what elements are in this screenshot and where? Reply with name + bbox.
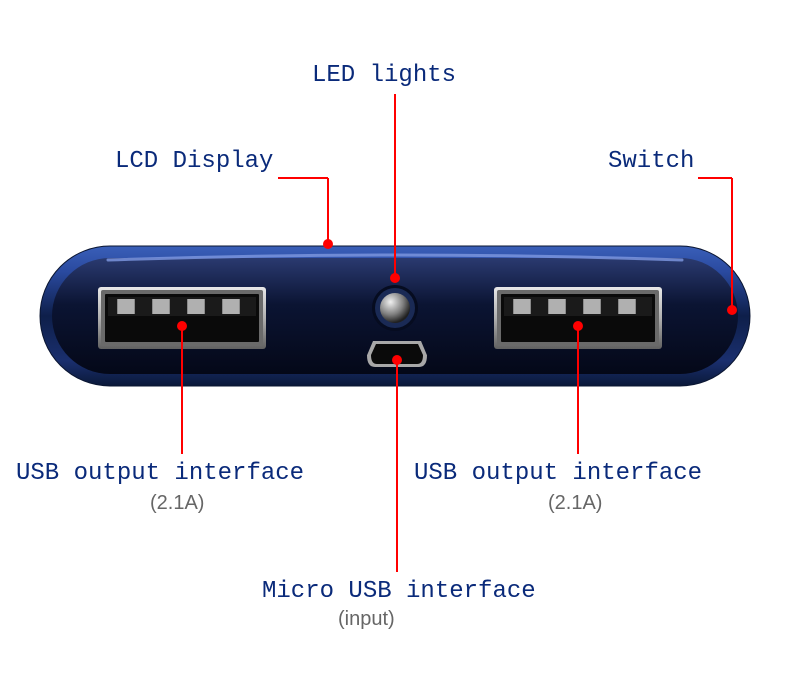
label-lcd-display: LCD Display (115, 148, 273, 175)
label-usb-output-right-sub: (2.1A) (548, 492, 602, 515)
label-micro-usb-sub: (input) (338, 608, 395, 631)
label-led-lights: LED lights (312, 62, 456, 89)
label-switch: Switch (608, 148, 694, 175)
label-usb-output-left: USB output interface (16, 460, 304, 487)
label-usb-output-left-sub: (2.1A) (150, 492, 204, 515)
label-micro-usb: Micro USB interface (262, 578, 536, 605)
label-usb-output-right: USB output interface (414, 460, 702, 487)
led-button (372, 285, 418, 331)
